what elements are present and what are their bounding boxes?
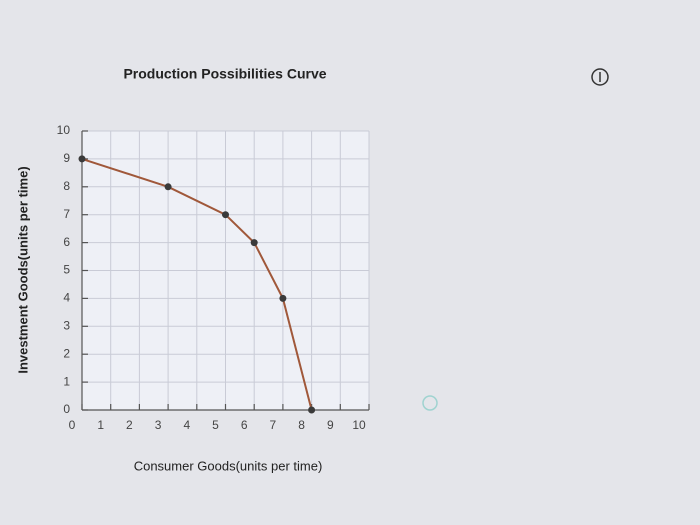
- x-tick-label: 2: [126, 418, 133, 432]
- y-tick-label: 0: [63, 402, 70, 416]
- y-tick-label: 3: [63, 318, 70, 332]
- x-tick-label: 1: [97, 418, 104, 432]
- info-icon-circle[interactable]: [591, 68, 609, 86]
- data-point: [279, 294, 287, 302]
- x-tick-label: 3: [155, 418, 162, 432]
- y-tick-label: 8: [63, 179, 70, 193]
- data-point: [164, 183, 172, 191]
- x-axis-label: Consumer Goods(units per time): [134, 458, 323, 473]
- x-tick-label: 8: [298, 418, 305, 432]
- x-tick-label: 10: [352, 418, 366, 432]
- y-tick-label: 2: [63, 346, 70, 360]
- status-ring: [422, 395, 438, 411]
- chart-title: Production Possibilities Curve: [123, 66, 326, 82]
- y-tick-label: 6: [63, 235, 70, 249]
- x-tick-label: 6: [241, 418, 248, 432]
- x-tick-label: 0: [69, 418, 76, 432]
- info-icon[interactable]: [591, 68, 609, 86]
- series-line: [81, 157, 313, 411]
- data-point: [250, 239, 258, 247]
- y-tick-label: 5: [63, 263, 70, 277]
- y-tick-label: 7: [63, 207, 70, 221]
- y-tick-label: 1: [63, 374, 70, 388]
- x-tick-label: 4: [183, 418, 190, 432]
- data-point: [78, 155, 86, 163]
- x-tick-label: 9: [327, 418, 334, 432]
- data-point: [222, 211, 229, 219]
- y-tick-label: 4: [63, 291, 70, 305]
- y-tick-label: 9: [63, 151, 70, 165]
- data-point: [308, 406, 316, 414]
- y-tick-label: 10: [57, 123, 71, 137]
- y-axis-label: Investment Goods(units per time): [15, 166, 30, 373]
- x-tick-label: 7: [270, 418, 277, 432]
- x-tick-label: 5: [212, 418, 219, 432]
